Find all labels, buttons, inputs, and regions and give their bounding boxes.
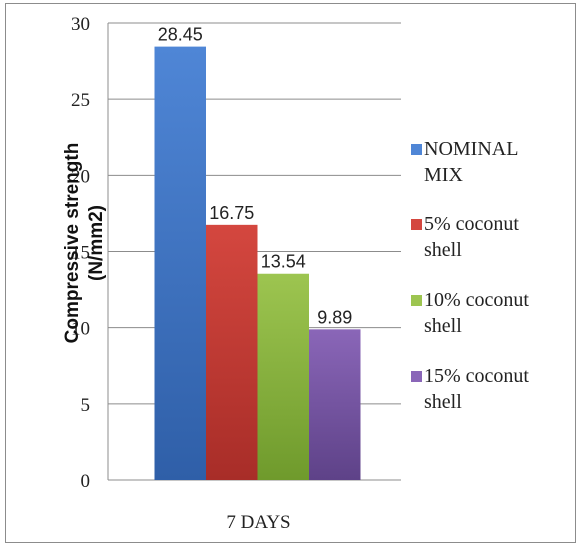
x-tick-label: 7 DAYS <box>226 512 290 533</box>
legend-swatch-4 <box>411 371 422 382</box>
y-tick-label: 25 <box>71 90 90 111</box>
chart-frame <box>5 3 576 543</box>
legend-label-2: 5% coconut shell <box>424 213 519 261</box>
y-axis-label-line-1: Compressive strength <box>62 143 83 344</box>
legend-label-4: 15% coconut shell <box>424 365 529 413</box>
y-axis-label-line-2: (N/mm2) <box>86 205 107 281</box>
bar-1 <box>154 46 206 481</box>
y-tick-label: 15 <box>71 243 90 264</box>
y-tick-label: 5 <box>81 395 91 416</box>
legend-swatch-2 <box>411 219 422 230</box>
data-label-4: 9.89 <box>317 307 352 327</box>
data-label-2: 16.75 <box>209 203 254 223</box>
legend-label-1: NOMINAL MIX <box>424 138 518 186</box>
legend-label-3: 10% coconut shell <box>424 289 529 337</box>
y-tick-label: 0 <box>81 471 91 492</box>
bar-4 <box>309 329 361 480</box>
legend: NOMINAL MIX 5% coconut shell 10% coconut shel… <box>411 138 529 413</box>
x-tick-labels: 7 DAYS <box>226 512 290 533</box>
legend-swatch-1 <box>411 144 422 155</box>
y-tick-labels: 0 5 10 15 20 25 30 <box>71 14 90 492</box>
legend-swatch-3 <box>411 295 422 306</box>
data-labels: 28.45 16.75 13.54 9.89 <box>158 25 353 328</box>
data-label-1: 28.45 <box>158 25 203 45</box>
data-label-3: 13.54 <box>261 252 306 272</box>
y-tick-label: 10 <box>71 319 90 340</box>
bar-3 <box>257 273 309 480</box>
y-tick-label: 30 <box>71 14 90 35</box>
bar-2 <box>206 224 258 480</box>
bars <box>154 46 361 481</box>
y-tick-label: 20 <box>71 166 90 187</box>
